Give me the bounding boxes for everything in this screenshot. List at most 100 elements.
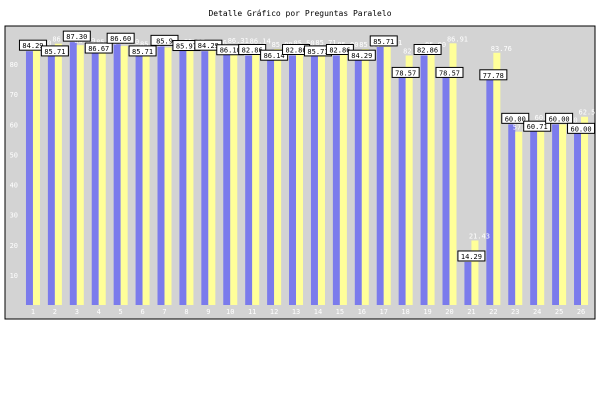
- x-axis-ticks: 1 2 3 4 5 6 7 8 9 10 11 12 13 14 15 16 17 18 19 20 21 22 23 24 2…: [31, 308, 585, 316]
- data-label-box: [40, 45, 69, 57]
- bar-series-2: [493, 52, 501, 305]
- bar-series-2: [164, 47, 172, 306]
- data-label-text: 84.29: [198, 42, 219, 50]
- data-label-text: 86.10: [220, 47, 241, 55]
- data-label-series-1: 85.71: [369, 35, 398, 47]
- bar-series-1: [310, 46, 318, 306]
- data-label-series-1: 60.00: [501, 112, 530, 124]
- y-tick-label: 70: [10, 91, 18, 99]
- bar-series-1: [201, 51, 209, 305]
- data-label-series-1: 86.67: [84, 42, 113, 54]
- data-label-text: 60.00: [549, 115, 570, 123]
- x-tick-label: 4: [97, 308, 101, 316]
- data-label-series-2: 62.52: [578, 109, 599, 117]
- bar-series-2: [274, 49, 282, 305]
- x-tick-label: 25: [555, 308, 563, 316]
- data-label-box: [325, 43, 354, 55]
- data-label-box: [413, 43, 442, 55]
- data-label-text: 82.86: [242, 46, 263, 54]
- data-label-text: 85.71: [44, 48, 65, 56]
- bar-series-2: [208, 46, 216, 305]
- bar-series-2: [559, 124, 567, 305]
- data-label-series-1: 60.71: [523, 120, 552, 132]
- data-label-text: 84.29: [351, 52, 372, 60]
- data-label-text: 87.30: [66, 33, 87, 41]
- bar-series-1: [113, 44, 121, 305]
- bar-series-1: [464, 261, 472, 305]
- data-label-series-1: 87.30: [62, 30, 91, 42]
- x-tick-label: 12: [270, 308, 278, 316]
- y-tick-label: 10: [10, 272, 18, 280]
- data-label-box: [545, 112, 574, 124]
- data-label-series-2: 21.43: [469, 232, 490, 240]
- data-label-text: 77.78: [483, 72, 504, 80]
- bar-series-1: [442, 68, 450, 306]
- bar-series-1: [267, 51, 275, 305]
- data-label-box: [523, 120, 552, 132]
- data-label-text: 78.57: [395, 69, 416, 77]
- data-label-series-1: 82.86: [325, 43, 354, 55]
- x-tick-label: 23: [511, 308, 519, 316]
- bar-series-2: [98, 46, 106, 306]
- data-label-series-1: 82.86: [238, 43, 267, 55]
- x-tick-label: 19: [423, 308, 431, 316]
- data-label-box: [84, 42, 113, 54]
- x-tick-label: 5: [119, 308, 123, 316]
- data-label-text: 86.60: [110, 35, 131, 43]
- bar-series-2: [142, 48, 150, 306]
- data-label-text: 85.71: [132, 48, 153, 56]
- x-tick-label: 26: [577, 308, 585, 316]
- x-tick-label: 10: [226, 308, 234, 316]
- bar-series-1: [420, 55, 428, 306]
- y-axis-ticks: 10 20 30 40 50 60 70 80: [10, 61, 18, 280]
- bar-series-2: [471, 240, 479, 305]
- x-tick-label: 3: [75, 308, 79, 316]
- data-label-series-1: 84.29: [18, 39, 47, 51]
- bar-series-2: [120, 46, 128, 306]
- bar-series-1: [574, 124, 582, 305]
- x-tick-label: 21: [467, 308, 475, 316]
- data-label-box: [391, 66, 420, 78]
- y-tick-label: 20: [10, 242, 18, 250]
- data-label-text: 85.97: [176, 43, 197, 51]
- bar-series-1: [25, 51, 33, 305]
- bar-series-1: [398, 68, 406, 306]
- bar-series-2: [405, 55, 413, 306]
- data-label-series-1: 84.29: [347, 49, 376, 61]
- bar-series-1: [91, 44, 99, 305]
- x-tick-label: 22: [489, 308, 497, 316]
- data-label-series-1: 85.71: [40, 45, 69, 57]
- bar-series-2: [537, 122, 545, 306]
- x-tick-label: 2: [53, 308, 57, 316]
- y-tick-label: 40: [10, 182, 18, 190]
- data-label-box: [567, 122, 596, 134]
- data-label-series-1: 86.60: [106, 32, 135, 44]
- bar-series-1: [486, 70, 494, 305]
- data-label-series-1: 85.71: [128, 45, 157, 57]
- data-label-box: [238, 43, 267, 55]
- x-tick-label: 9: [206, 308, 210, 316]
- y-tick-label: 30: [10, 212, 18, 220]
- data-label-box: [435, 66, 464, 78]
- data-label-series-1: 60.00: [545, 112, 574, 124]
- x-tick-label: 1: [31, 308, 35, 316]
- bar-series-2: [186, 46, 194, 306]
- data-label-text: 60.00: [505, 115, 526, 123]
- data-label-box: [62, 30, 91, 42]
- bar-series-1: [135, 46, 143, 306]
- data-label-series-1: 82.86: [413, 43, 442, 55]
- chart-title: Detalle Gráfico por Preguntas Paralelo: [208, 9, 392, 18]
- data-label-text: 82.86: [285, 46, 306, 54]
- x-tick-label: 11: [248, 308, 256, 316]
- data-label-series-1: 60.00: [567, 122, 596, 134]
- bar-series-1: [530, 122, 538, 306]
- data-label-text: 85.9: [156, 37, 173, 45]
- bar-series-1: [332, 55, 340, 306]
- data-label-box: [347, 49, 376, 61]
- x-tick-label: 13: [292, 308, 300, 316]
- data-label-series-2: 86.91: [447, 35, 468, 43]
- data-label-text: 86.14: [264, 52, 285, 60]
- data-label-box: [501, 112, 530, 124]
- bar-series-1: [157, 46, 165, 306]
- bar-series-1: [508, 124, 516, 305]
